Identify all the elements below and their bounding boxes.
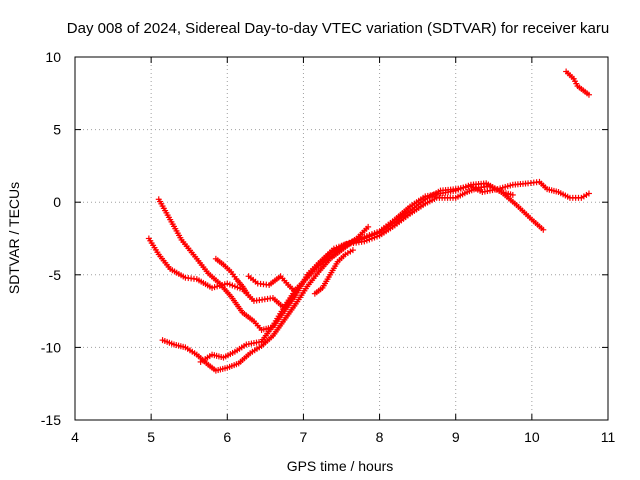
x-tick-label: 7	[300, 429, 308, 445]
chart-title: Day 008 of 2024, Sidereal Day-to-day VTE…	[67, 20, 609, 37]
x-tick-label: 4	[71, 429, 79, 445]
series-track-2	[155, 178, 592, 333]
y-tick-label: 0	[53, 194, 61, 210]
x-axis-label: GPS time / hours	[287, 458, 394, 474]
data-point-marker	[585, 190, 592, 197]
y-tick-label: 5	[53, 122, 61, 138]
series-track-4	[197, 223, 372, 365]
data-point-marker	[349, 247, 356, 254]
series-track-6	[245, 273, 299, 296]
x-tick-label: 6	[223, 429, 231, 445]
x-tick-label: 5	[147, 429, 155, 445]
data-point-marker	[365, 223, 372, 230]
x-tick-label: 11	[601, 429, 616, 445]
series-track-8	[563, 68, 592, 98]
data-point-marker	[509, 191, 516, 198]
series-track-7	[311, 247, 356, 297]
y-axis-label: SDTVAR / TECUs	[6, 182, 22, 294]
y-tick-label: 10	[45, 49, 61, 65]
data-point-marker	[540, 226, 547, 233]
x-tick-label: 8	[376, 429, 384, 445]
series-trace	[158, 181, 590, 331]
y-tick-label: -10	[41, 339, 61, 355]
x-tick-label: 9	[452, 429, 460, 445]
plot-area	[145, 68, 592, 374]
tick-labels: 4 5 6 7 8 9 10 11 -15 -10 -5 0 5 10	[41, 49, 616, 445]
series-track-5	[212, 255, 250, 296]
series-trace	[162, 182, 513, 372]
axis-ticks	[74, 56, 609, 421]
plot-frame	[74, 56, 609, 421]
x-tick-label: 10	[524, 429, 540, 445]
y-tick-label: -5	[49, 267, 62, 283]
data-point-marker	[585, 91, 592, 98]
y-tick-label: -15	[41, 412, 61, 428]
data-point-marker	[243, 289, 250, 296]
data-point-marker	[292, 289, 299, 296]
grid	[75, 57, 608, 420]
